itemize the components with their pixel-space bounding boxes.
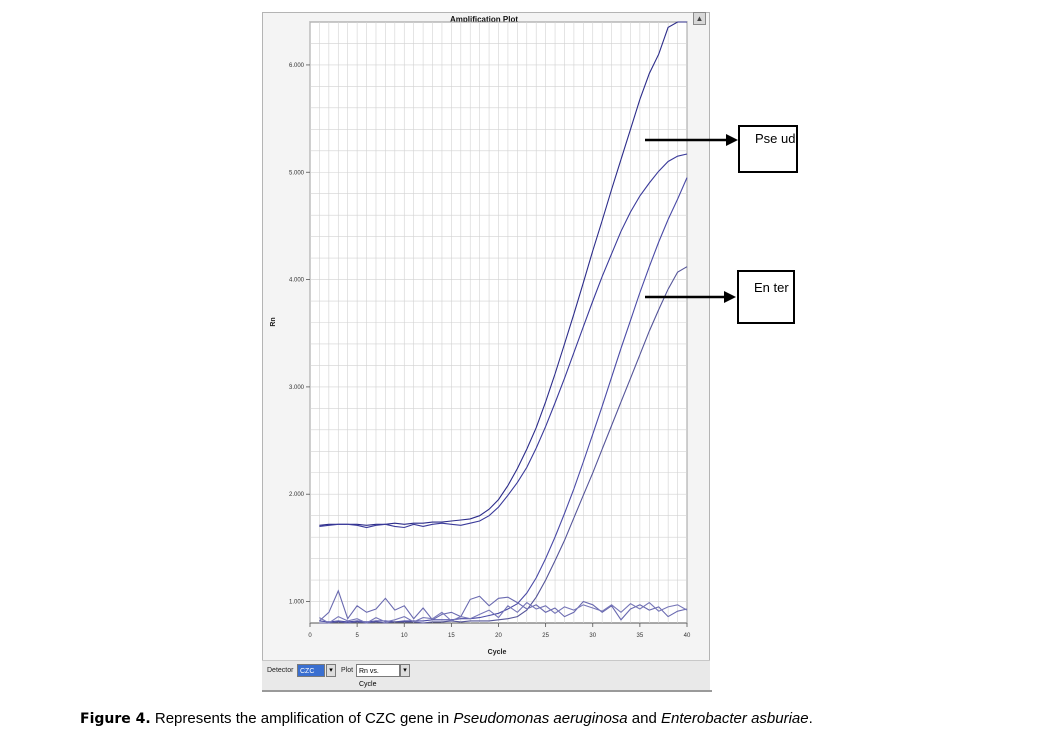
x-tick-label: 15 <box>448 633 455 639</box>
x-tick-label: 25 <box>542 633 549 639</box>
control-bar <box>262 660 710 690</box>
x-tick-label: 35 <box>637 633 644 639</box>
caption-species-2: Enterobacter asburiae <box>661 710 809 727</box>
detector-label: Detector <box>267 667 294 674</box>
caption-species-1: Pseudomonas aeruginosa <box>453 710 628 727</box>
series-line-6 <box>319 601 688 624</box>
pseud-label-box: Pse ud <box>738 125 798 173</box>
plot-select[interactable]: Rn vs. Cycle <box>356 664 400 688</box>
scroll-up-button[interactable]: ▲ <box>693 12 706 25</box>
y-tick-label: 6.000 <box>289 63 305 69</box>
series-line-2 <box>319 153 688 529</box>
enter-label: En ter <box>754 280 789 295</box>
caption-text-2: and <box>627 710 662 727</box>
y-tick-label: 3.000 <box>289 385 305 391</box>
x-tick-label: 40 <box>684 633 691 639</box>
x-axis-title: Cycle <box>488 649 507 656</box>
detector-select[interactable]: CZC <box>297 664 325 677</box>
y-tick-label: 1.000 <box>289 600 305 606</box>
x-tick-label: 5 <box>355 633 359 639</box>
y-tick-label: 4.000 <box>289 278 305 284</box>
y-tick-label: 2.000 <box>289 492 305 498</box>
detector-dropdown-icon[interactable]: ▾ <box>326 664 336 677</box>
series-lines <box>319 21 688 624</box>
x-tick-label: 30 <box>589 633 596 639</box>
y-axis-ticks: 1.000 2.000 3.000 4.000 5.000 6.000 <box>289 63 310 606</box>
figure-label: Figure 4. <box>80 711 151 727</box>
enter-label-box: En ter <box>737 270 795 324</box>
x-tick-label: 0 <box>308 633 312 639</box>
x-tick-label: 20 <box>495 633 502 639</box>
caption-text-1: Represents the amplification of CZC gene… <box>150 710 454 727</box>
caption-text-3: . <box>808 710 813 727</box>
y-axis-title: Rn <box>270 317 277 326</box>
enter-arrow-head <box>724 291 736 303</box>
plot-label: Plot <box>341 667 354 674</box>
x-tick-label: 10 <box>401 633 408 639</box>
x-axis-ticks: 0 5 10 15 20 25 30 35 40 <box>308 623 691 639</box>
series-line-5 <box>319 589 688 622</box>
figure-caption: Figure 4. Represents the amplification o… <box>80 710 980 727</box>
grid <box>309 21 688 623</box>
divider <box>262 690 712 692</box>
pseud-arrow-head <box>726 134 738 146</box>
y-tick-label: 5.000 <box>289 170 305 176</box>
chart-title: Amplification Plot <box>450 15 518 24</box>
series-line-4 <box>319 266 688 624</box>
plot-dropdown-icon[interactable]: ▾ <box>400 664 410 677</box>
pseud-label: Pse ud <box>755 131 796 146</box>
